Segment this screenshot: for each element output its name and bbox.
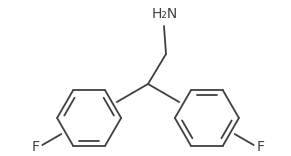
Text: F: F — [31, 140, 39, 154]
Text: H₂N: H₂N — [152, 7, 178, 21]
Text: F: F — [257, 140, 265, 154]
